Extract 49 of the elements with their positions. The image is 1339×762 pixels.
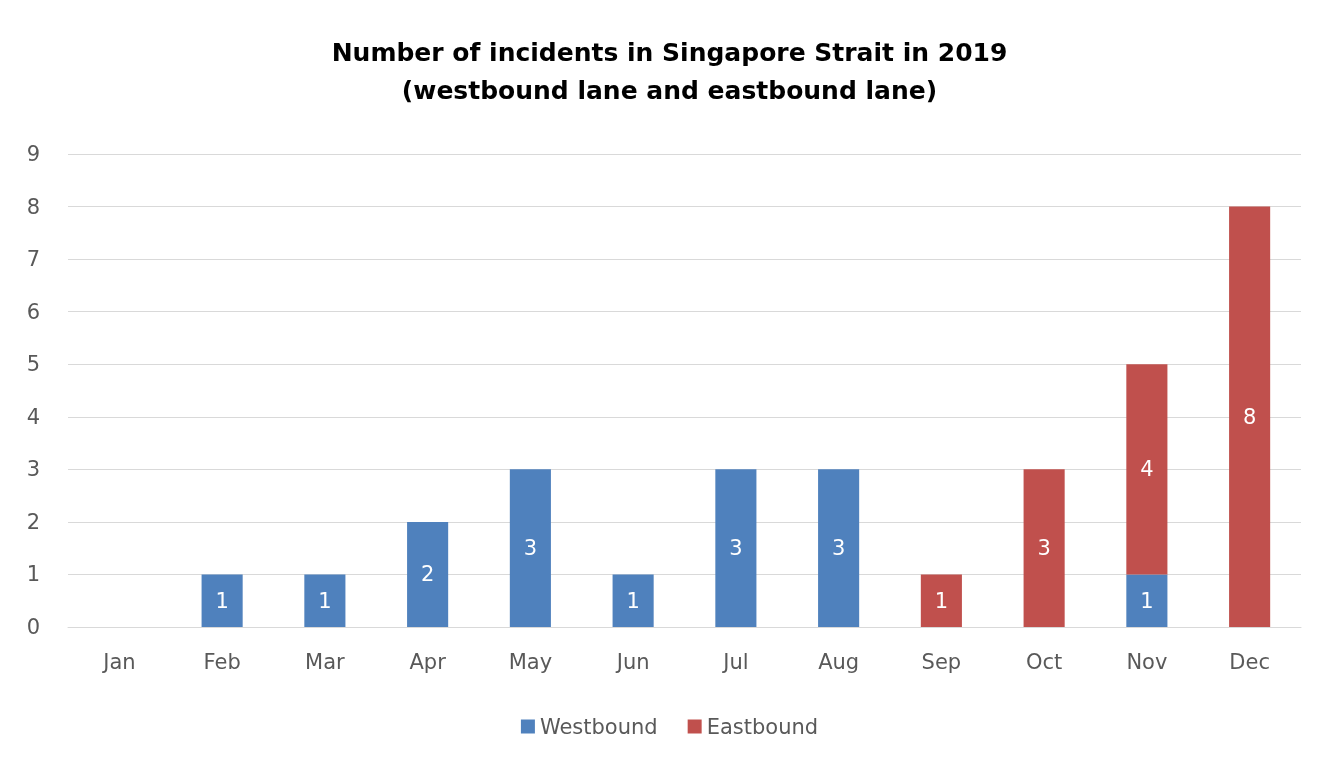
data-label: 3: [729, 536, 743, 561]
x-tick-label: Feb: [203, 649, 241, 674]
data-label: 1: [318, 588, 332, 613]
legend-label: Eastbound: [706, 714, 819, 739]
data-label: 1: [626, 588, 640, 613]
bar: [1126, 364, 1168, 575]
x-tick-label: Oct: [1025, 649, 1063, 674]
data-label: 4: [1140, 457, 1154, 482]
bar: [818, 469, 860, 627]
bar: [612, 574, 654, 627]
data-label: 3: [523, 536, 538, 561]
bar: [920, 574, 962, 627]
y-tick-label: 2: [26, 509, 40, 534]
y-tick-label: 0: [26, 615, 40, 639]
bar: [407, 521, 449, 627]
y-tick-label: 6: [26, 299, 40, 324]
bar: [1229, 206, 1271, 627]
data-label: 3: [1037, 536, 1051, 561]
x-tick-label: Jun: [614, 649, 650, 674]
x-tick-label: Mar: [305, 649, 346, 674]
data-label: 1: [1140, 588, 1154, 613]
data-label: 2: [420, 562, 435, 587]
y-tick-label: 4: [26, 404, 40, 429]
bar: [201, 574, 243, 627]
bar: [1023, 469, 1065, 627]
bar: [509, 469, 551, 627]
data-label: 1: [934, 588, 949, 613]
legend-label: Westbound: [539, 714, 658, 739]
x-tick-label: Nov: [1126, 649, 1168, 674]
y-tick-label: 8: [26, 194, 40, 219]
x-tick-label: Jan: [101, 649, 136, 674]
x-tick-label: Sep: [921, 649, 962, 674]
x-tick-label: May: [508, 649, 553, 674]
data-label: 3: [831, 536, 846, 561]
x-tick-label: Dec: [1229, 649, 1270, 674]
x-tick-label: Apr: [409, 649, 447, 674]
y-tick-label: 7: [26, 247, 40, 272]
data-label: 1: [215, 588, 229, 613]
bar: [304, 574, 346, 627]
bar: [1126, 574, 1168, 627]
y-tick-label: 9: [26, 142, 40, 166]
x-tick-label: Jul: [721, 649, 749, 674]
bar: [715, 469, 757, 627]
y-tick-label: 1: [26, 562, 40, 587]
y-tick-label: 3: [26, 457, 40, 482]
x-tick-label: Aug: [818, 649, 860, 674]
data-label: 8: [1242, 404, 1257, 429]
chart-title: Number of incidents in Singapore Strait in 2019 (westbound lane and eastbound lane): [331, 37, 1008, 105]
y-tick-label: 5: [26, 352, 40, 377]
